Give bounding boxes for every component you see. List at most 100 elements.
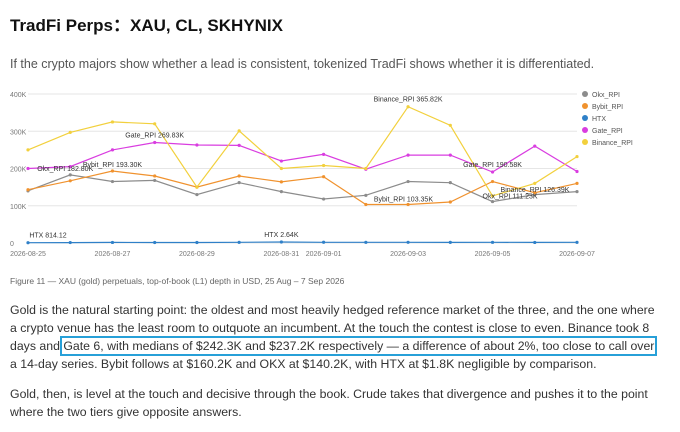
data-point — [110, 169, 115, 173]
body-text: days and — [10, 339, 64, 353]
x-tick-label: 2026-09-01 — [306, 251, 342, 258]
data-point — [153, 174, 157, 178]
data-point — [153, 240, 157, 245]
x-tick-label: 2026-09-03 — [390, 251, 426, 258]
data-point — [406, 105, 410, 109]
data-point — [322, 175, 326, 179]
legend-label: Binance_RPI — [592, 140, 633, 147]
chart-series-lines — [27, 105, 578, 244]
data-point — [195, 240, 199, 245]
data-point — [26, 241, 30, 245]
data-point — [68, 240, 72, 245]
data-label: Okx_RPI 111.23K — [483, 194, 538, 201]
data-point — [279, 166, 283, 171]
body-line: Gold is the natural starting point: the … — [10, 303, 655, 317]
x-tick-label: 2026-08-31 — [263, 251, 299, 258]
data-point — [195, 143, 199, 147]
data-point — [322, 163, 326, 168]
data-point — [68, 130, 72, 134]
data-point — [364, 240, 368, 244]
legend-label: Okx_RPI — [592, 92, 620, 99]
y-axis: 0 100K 200K 300K 400K — [10, 92, 27, 248]
data-point — [237, 143, 241, 148]
data-point — [68, 173, 72, 177]
data-point — [406, 179, 410, 184]
data-point — [406, 202, 410, 207]
legend-swatch — [582, 91, 588, 97]
data-label: Bybit_RPI 193.30K — [83, 162, 142, 169]
data-label: HTX 814.12 — [29, 233, 66, 240]
body-paragraph-2: Gold, then, is level at the touch and de… — [10, 385, 648, 421]
data-point — [110, 240, 115, 245]
body-line: a 14-day series. Bybit follows at $160.2… — [10, 357, 597, 371]
data-point — [448, 153, 452, 157]
legend-label: Gate_RPI — [592, 128, 623, 135]
legend-label: Bybit_RPI — [592, 104, 623, 111]
body-paragraph-1: Gold is the natural starting point: the … — [10, 301, 658, 373]
data-point — [279, 189, 283, 194]
legend-swatch — [582, 139, 588, 145]
x-tick-label: 2026-09-07 — [559, 251, 595, 258]
data-point — [110, 148, 115, 152]
x-tick-label: 2026-08-27 — [95, 251, 131, 258]
data-point — [448, 240, 452, 244]
data-point — [195, 192, 199, 197]
y-tick-label: 400K — [10, 92, 27, 99]
data-point — [153, 122, 157, 126]
y-tick-label: 200K — [10, 167, 27, 174]
highlighted-sentence: Gate 6, with medians of $242.3K and $237… — [60, 336, 658, 356]
data-point — [279, 240, 283, 244]
data-point — [237, 129, 241, 133]
data-label: Gate_RPI 269.83K — [125, 132, 184, 139]
data-label: Okx_RPI 182.80K — [37, 166, 93, 173]
data-point — [195, 185, 199, 189]
data-point — [490, 179, 495, 184]
data-point — [533, 144, 537, 148]
data-point — [448, 123, 452, 127]
body-line: days and Gate 6, with medians of $242.3K… — [10, 336, 658, 356]
data-point — [68, 179, 72, 183]
data-point — [322, 240, 326, 244]
data-point — [364, 166, 368, 171]
data-point — [26, 166, 30, 171]
data-point — [237, 181, 241, 185]
data-point — [153, 140, 157, 145]
y-tick-label: 0 — [10, 241, 14, 248]
data-point — [575, 181, 579, 185]
data-point — [364, 193, 368, 197]
x-axis: 2026-08-25 2026-08-27 2026-08-29 2026-08-31… — [10, 251, 595, 258]
data-label: Bybit_RPI 103.35K — [374, 197, 433, 204]
data-point — [279, 159, 283, 163]
legend-swatch — [582, 127, 588, 133]
x-tick-label: 2026-08-29 — [179, 251, 215, 258]
data-point — [575, 169, 579, 174]
data-point — [575, 154, 579, 159]
y-tick-label: 100K — [10, 204, 27, 211]
data-point — [26, 148, 30, 152]
data-point — [364, 202, 368, 207]
body-line: Gold, then, is level at the touch and de… — [10, 387, 648, 401]
data-point — [448, 200, 452, 204]
data-point — [575, 189, 579, 194]
y-tick-label: 300K — [10, 129, 27, 136]
chart-annotations: Binance_RPI 365.82K Gate_RPI 269.83K Bybit… — [29, 97, 569, 240]
data-point — [448, 181, 452, 185]
legend-swatch — [582, 103, 588, 109]
data-point — [533, 240, 537, 245]
x-tick-label: 2026-09-05 — [475, 251, 511, 258]
data-point — [26, 188, 30, 192]
legend-swatch — [582, 115, 588, 121]
data-point — [322, 152, 326, 156]
data-point — [490, 240, 495, 244]
data-point — [575, 240, 579, 244]
chart-legend: Okx_RPI Bybit_RPI HTX Gate_RPI Binance_RPI — [582, 91, 633, 147]
intro-text: If the crypto majors show whether a lead… — [10, 57, 595, 71]
data-point — [406, 240, 410, 244]
figure-caption: Figure 11 — XAU (gold) perpetuals, top-o… — [10, 276, 345, 286]
data-point — [490, 170, 495, 174]
data-point — [237, 174, 241, 178]
data-point — [533, 191, 537, 195]
data-point — [237, 240, 241, 244]
data-point — [406, 153, 410, 157]
